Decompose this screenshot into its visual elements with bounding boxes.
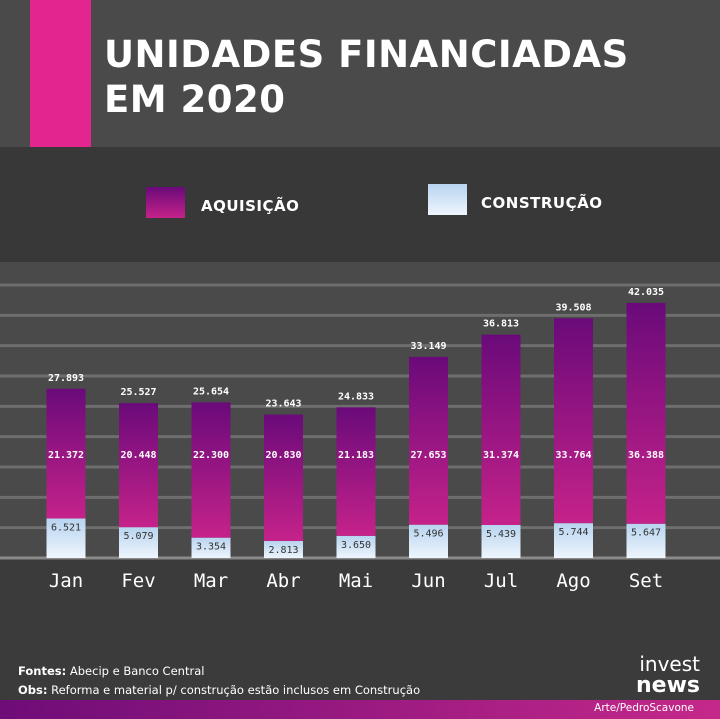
data-label-total: 42.035 bbox=[628, 287, 664, 298]
data-label-construcao: 6.521 bbox=[51, 522, 81, 533]
bar-aquisicao bbox=[119, 403, 158, 528]
bar-construcao bbox=[336, 535, 376, 558]
data-label-aquisicao: 33.764 bbox=[555, 450, 591, 461]
data-label-construcao: 5.496 bbox=[413, 529, 443, 540]
data-label-aquisicao: 21.183 bbox=[338, 450, 374, 461]
data-label-aquisicao: 21.372 bbox=[48, 450, 84, 461]
bar-construcao bbox=[481, 525, 521, 558]
bar-aquisicao bbox=[336, 407, 376, 536]
fontes-label: Fontes: bbox=[18, 664, 67, 678]
data-label-construcao: 2.813 bbox=[268, 545, 298, 556]
bar-construcao bbox=[191, 537, 231, 558]
x-tick-label: Ago bbox=[556, 570, 590, 592]
data-label-total: 33.149 bbox=[410, 341, 446, 352]
fontes: Abecip e Banco Central bbox=[69, 664, 205, 678]
data-label-construcao: 3.354 bbox=[196, 542, 226, 553]
legend-label-aquisicao: AQUISIÇÃO bbox=[201, 197, 300, 215]
data-label-total: 25.527 bbox=[120, 387, 156, 398]
x-tick-label: Mar bbox=[194, 570, 228, 592]
x-tick-label: Mai bbox=[339, 570, 373, 592]
legend-swatch-construcao bbox=[428, 184, 467, 215]
bar-construcao bbox=[119, 527, 158, 558]
x-tick-label: Jan bbox=[49, 570, 83, 592]
bar-construcao bbox=[626, 523, 666, 558]
obs: Reforma e material p/ construção estão i… bbox=[51, 683, 421, 697]
x-tick-label: Abr bbox=[266, 570, 300, 592]
data-label-construcao: 5.647 bbox=[631, 528, 661, 539]
x-tick-label: Jun bbox=[411, 570, 445, 592]
accent-bar bbox=[30, 0, 91, 147]
bar-aquisicao bbox=[626, 302, 666, 524]
data-label-total: 27.893 bbox=[48, 373, 84, 384]
data-label-aquisicao: 31.374 bbox=[483, 450, 519, 461]
data-label-aquisicao: 36.388 bbox=[628, 450, 664, 461]
data-label-total: 23.643 bbox=[265, 399, 301, 410]
title-line-1: UNIDADES FINANCIADAS bbox=[104, 33, 629, 76]
data-label-aquisicao: 20.448 bbox=[120, 450, 156, 461]
bar-chart: 6.521 21.372 27.893 Jan 5.079 20.448 25.527 Fev… bbox=[0, 262, 720, 600]
bar-aquisicao bbox=[264, 414, 303, 541]
header: UNIDADES FINANCIADAS EM 2020 bbox=[0, 0, 720, 147]
obs-label: Obs: bbox=[18, 683, 48, 697]
data-label-aquisicao: 20.830 bbox=[265, 450, 301, 461]
legend-label-construcao: CONSTRUÇÃO bbox=[481, 194, 603, 212]
bar-aquisicao bbox=[554, 318, 593, 524]
bar-aquisicao bbox=[409, 356, 448, 525]
bar-construcao bbox=[264, 540, 303, 558]
x-tick-label: Jul bbox=[484, 570, 518, 592]
data-label-total: 36.813 bbox=[483, 319, 519, 330]
data-label-construcao: 5.439 bbox=[486, 529, 516, 540]
data-label-construcao: 5.744 bbox=[558, 527, 588, 538]
bar-construcao bbox=[554, 523, 593, 558]
data-label-aquisicao: 22.300 bbox=[193, 450, 229, 461]
legend-swatch-aquisicao bbox=[146, 187, 185, 218]
data-label-aquisicao: 27.653 bbox=[410, 450, 446, 461]
bar-aquisicao bbox=[46, 388, 86, 519]
investnews-logo: invest news bbox=[635, 652, 700, 698]
footer-strip bbox=[0, 700, 720, 719]
legend: AQUISIÇÃO CONSTRUÇÃO bbox=[0, 147, 720, 262]
data-label-total: 25.654 bbox=[193, 386, 229, 397]
title-line-2: EM 2020 bbox=[104, 78, 286, 121]
data-label-construcao: 5.079 bbox=[123, 531, 153, 542]
data-label-construcao: 3.650 bbox=[341, 540, 371, 551]
bar-construcao bbox=[46, 518, 86, 558]
footer: Fontes: Abecip e Banco Central Obs: Refo… bbox=[18, 662, 420, 700]
data-label-total: 39.508 bbox=[555, 302, 591, 313]
credit: Arte/PedroScavone bbox=[594, 702, 694, 714]
bar-aquisicao bbox=[481, 334, 521, 526]
x-tick-label: Fev bbox=[121, 570, 155, 592]
bar-construcao bbox=[409, 524, 448, 558]
x-tick-label: Set bbox=[629, 570, 663, 592]
page-title: UNIDADES FINANCIADAS EM 2020 bbox=[104, 32, 629, 122]
data-label-total: 24.833 bbox=[338, 391, 374, 402]
bar-aquisicao bbox=[191, 402, 231, 538]
